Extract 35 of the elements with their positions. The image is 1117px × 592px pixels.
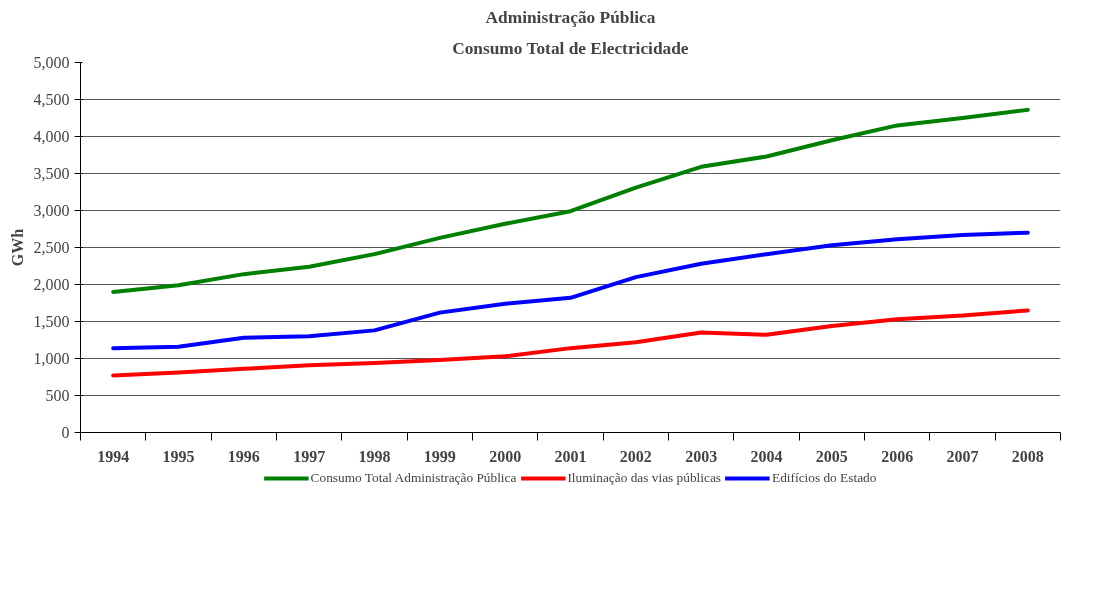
chart-subtitle: Consumo Total de Electricidade [452, 38, 689, 58]
line-series [111, 230, 1030, 351]
x-tick-label: 2002 [619, 447, 652, 465]
x-tick-label: 2005 [815, 447, 848, 465]
y-tick-label: 1,500 [33, 313, 70, 330]
y-tick-label: 4,500 [33, 91, 70, 108]
y-tick-label: 4,000 [33, 128, 70, 145]
x-tick-label: 2007 [946, 447, 979, 465]
x-tick-label: 2001 [554, 447, 587, 465]
x-tick-label: 1996 [227, 447, 260, 465]
legend-label: Consumo Total Administração Pública [310, 470, 517, 486]
y-tick-label: 2,000 [33, 276, 70, 293]
y-tick-label: 3,000 [33, 202, 70, 219]
x-tick-label: 2004 [750, 447, 783, 465]
x-tick-label: 1997 [293, 447, 326, 465]
chart-title: Administração Pública [485, 7, 656, 27]
y-tick-label: 0 [61, 424, 70, 441]
line-series [111, 107, 1030, 294]
legend-label: Edifícios do Estado [771, 470, 877, 486]
y-axis-title: GWh [8, 228, 26, 267]
x-tick-label: 2008 [1011, 447, 1044, 465]
x-tick-label: 2003 [685, 447, 718, 465]
x-tick-label: 1998 [358, 447, 391, 465]
x-tick-label: 2006 [881, 447, 914, 465]
line-series [111, 308, 1030, 378]
x-tick-label: 1994 [97, 447, 130, 465]
x-tick-label: 1999 [423, 447, 456, 465]
y-tick-label: 500 [45, 387, 70, 404]
x-tick-label: 1995 [162, 447, 195, 465]
legend-label: Iluminação das vias públicas [567, 470, 721, 486]
x-tick-label: 2000 [489, 447, 522, 465]
y-tick-label: 1,000 [33, 350, 70, 367]
y-tick-label: 3,500 [33, 165, 70, 182]
y-tick-label: 5,000 [33, 54, 70, 71]
y-tick-label: 2,500 [33, 239, 70, 256]
